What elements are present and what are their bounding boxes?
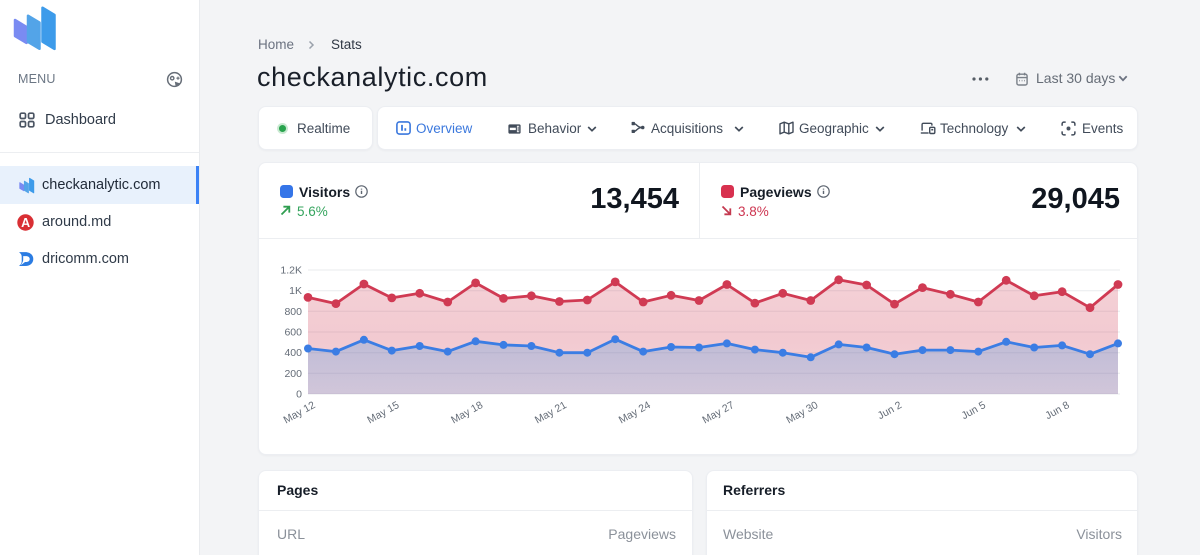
svg-text:400: 400 [284, 347, 302, 359]
svg-text:600: 600 [284, 327, 302, 339]
svg-text:Jun 5: Jun 5 [959, 399, 987, 422]
svg-text:May 12: May 12 [282, 399, 318, 426]
svg-text:Jun 8: Jun 8 [1043, 399, 1071, 422]
svg-text:A: A [21, 216, 30, 230]
svg-text:Jun 2: Jun 2 [876, 399, 904, 422]
svg-text:1K: 1K [289, 285, 302, 297]
svg-text:May 18: May 18 [449, 399, 485, 426]
svg-text:May 27: May 27 [700, 399, 736, 426]
svg-text:May 30: May 30 [784, 399, 820, 426]
svg-text:1.2K: 1.2K [280, 265, 302, 277]
svg-text:800: 800 [284, 306, 302, 318]
svg-text:May 15: May 15 [365, 399, 401, 426]
svg-text:May 21: May 21 [533, 399, 569, 426]
svg-text:May 24: May 24 [617, 399, 653, 426]
svg-text:200: 200 [284, 368, 302, 380]
svg-text:0: 0 [296, 389, 302, 401]
